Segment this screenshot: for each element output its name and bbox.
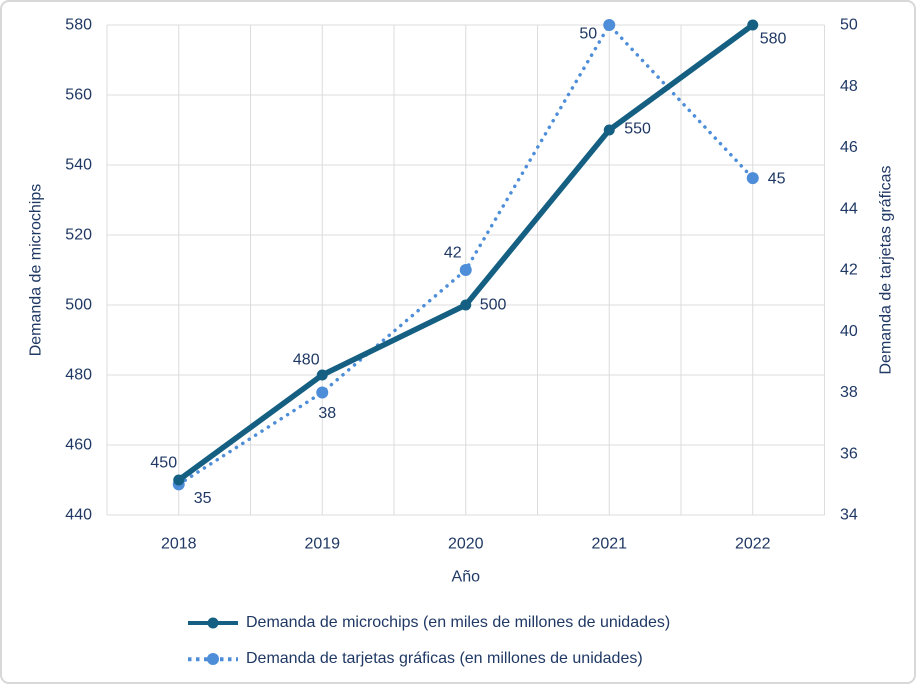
data-point-marker [173, 474, 185, 486]
data-point-marker [603, 124, 615, 136]
legend-marker-dot [207, 617, 219, 629]
microchips-solid-line-swatch [188, 617, 238, 630]
svg-text:44: 44 [840, 200, 858, 217]
x-axis-labels: 2018 2019 2020 2021 2022 [161, 536, 771, 553]
data-point-marker [603, 19, 616, 31]
series-microchips [173, 19, 759, 486]
svg-text:2019: 2019 [304, 536, 340, 553]
legend-item-microchips: Demanda de microchips (en miles de millo… [188, 611, 670, 635]
data-label: 42 [444, 245, 462, 262]
svg-text:2018: 2018 [161, 536, 197, 553]
left-axis-title: Demanda de microchips [28, 184, 45, 357]
data-point-marker [460, 299, 472, 311]
svg-text:440: 440 [65, 507, 92, 524]
data-labels: 450 480 500 550 580 35 38 42 50 45 [150, 26, 786, 507]
data-label: 38 [318, 405, 336, 422]
dotted-line [177, 23, 755, 487]
right-axis-title: Demanda de tarjetas gráficas [878, 166, 895, 375]
svg-text:520: 520 [65, 227, 92, 244]
svg-text:2022: 2022 [735, 536, 771, 553]
svg-text:540: 540 [65, 157, 92, 174]
legend: Demanda de microchips (en miles de millo… [188, 611, 670, 671]
svg-text:36: 36 [840, 445, 858, 462]
data-label: 550 [624, 121, 651, 138]
svg-text:38: 38 [840, 384, 858, 401]
svg-text:40: 40 [840, 323, 858, 340]
legend-item-tarjetas: Demanda de tarjetas gráficas (en millone… [188, 647, 670, 671]
data-label: 35 [194, 490, 212, 507]
svg-text:460: 460 [65, 437, 92, 454]
svg-text:500: 500 [65, 297, 92, 314]
data-label: 580 [760, 31, 787, 48]
data-point-marker [747, 19, 759, 31]
svg-text:2020: 2020 [448, 536, 484, 553]
legend-marker-dot [207, 653, 219, 665]
left-axis-tick-labels: 440 460 480 500 520 540 560 580 [65, 17, 92, 524]
data-point-marker [459, 264, 472, 276]
data-label: 500 [480, 297, 507, 314]
svg-text:46: 46 [840, 139, 858, 156]
svg-text:50: 50 [840, 17, 858, 34]
data-point-marker [746, 172, 759, 185]
data-label: 450 [150, 455, 177, 472]
data-point-marker [316, 386, 329, 399]
svg-text:2021: 2021 [591, 536, 627, 553]
x-axis-title: Año [452, 569, 481, 586]
data-point-marker [316, 369, 328, 381]
svg-text:48: 48 [840, 78, 858, 95]
data-label: 480 [293, 352, 320, 369]
svg-text:34: 34 [840, 507, 858, 524]
legend-label-tarjetas: Demanda de tarjetas gráficas (en millone… [246, 650, 643, 667]
svg-text:560: 560 [65, 87, 92, 104]
svg-text:480: 480 [65, 367, 92, 384]
data-label: 50 [579, 26, 597, 43]
right-axis-tick-labels: 34 36 38 40 42 44 46 48 50 [840, 17, 858, 524]
svg-text:42: 42 [840, 262, 858, 279]
data-label: 45 [768, 171, 786, 188]
svg-text:580: 580 [65, 17, 92, 34]
legend-label-microchips: Demanda de microchips (en miles de millo… [246, 614, 671, 631]
line-chart-canvas: 440 460 480 500 520 540 560 580 34 36 38 40 42 44 46 48… [28, 17, 895, 586]
tarjetas-dotted-line-swatch [188, 653, 238, 666]
